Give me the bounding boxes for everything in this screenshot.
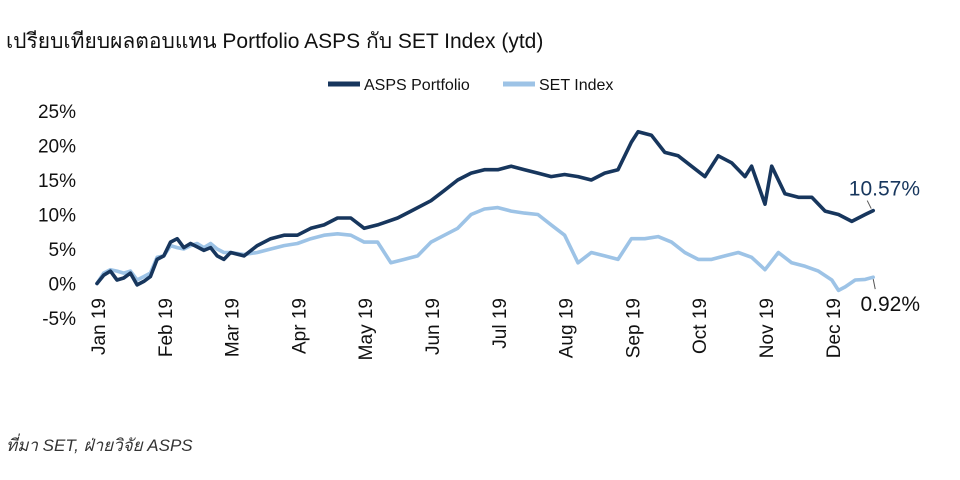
x-tick-label: Feb 19 (156, 298, 177, 357)
x-tick-label: May 19 (356, 298, 377, 360)
y-tick-label: 0% (49, 275, 77, 296)
x-tick-label: Mar 19 (223, 298, 244, 357)
x-tick-label: Apr 19 (289, 298, 310, 354)
x-tick-label: Jul 19 (490, 298, 511, 349)
series-line-set (95, 205, 875, 293)
source-note: ที่มา SET, ฝ่ายวิจัย ASPS (6, 433, 193, 455)
y-tick-label: 10% (38, 206, 76, 227)
y-tick-label: -5% (42, 309, 76, 330)
legend: ASPS Portfolio SET Index (328, 77, 613, 94)
asps-end-value-label: 10.57% (849, 178, 920, 201)
x-tick-label: Dec 19 (824, 298, 845, 358)
y-tick-label: 20% (38, 137, 76, 158)
set-end-leader-line (872, 279, 876, 290)
asps-end-leader-line (866, 200, 872, 209)
y-tick-label: 5% (49, 240, 77, 261)
chart-title: เปรียบเทียบผลตอบแทน Portfolio ASPS กับ S… (6, 30, 543, 53)
x-tick-label: Jun 19 (423, 298, 444, 355)
y-tick-label: 25% (38, 102, 76, 123)
x-tick-label: Oct 19 (690, 298, 711, 354)
legend-label-set: SET Index (539, 77, 613, 94)
x-tick-label: Nov 19 (757, 298, 778, 358)
legend-label-asps: ASPS Portfolio (364, 77, 470, 94)
set-end-value-label: 0.92% (860, 293, 920, 316)
x-axis: Jan 19 Feb 19 Mar 19 Apr 19 May 19 Jun 19 Jul … (89, 298, 845, 360)
series-line-asps (95, 129, 875, 287)
y-tick-label: 15% (38, 171, 76, 192)
x-tick-label: Sep 19 (623, 298, 644, 358)
y-axis: 25% 20% 15% 10% 5% 0% -5% (38, 102, 76, 330)
x-tick-label: Jan 19 (89, 298, 110, 355)
x-tick-label: Aug 19 (557, 298, 578, 358)
plot-area (95, 129, 876, 293)
